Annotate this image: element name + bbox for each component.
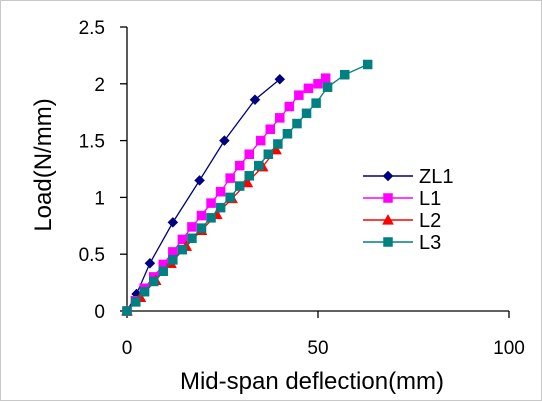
data-point-l1 (313, 79, 323, 89)
series-line-l1 (126, 77, 327, 312)
data-point-zl1 (167, 217, 179, 228)
data-point-l3 (311, 98, 321, 108)
legend-marker-zl1 (382, 170, 394, 182)
data-point-l3 (362, 59, 373, 70)
data-point-l3 (206, 213, 216, 223)
legend-marker-l3 (383, 237, 393, 247)
data-point-l3 (148, 276, 159, 287)
x-tick-label: 0 (122, 338, 133, 359)
data-point-l1 (265, 124, 275, 134)
axes: 0 0.5 1 1.5 2 2.5 0 50 100 Mid-span deflection(mm… (30, 18, 525, 395)
legend-entry-l1: L1 (363, 188, 441, 210)
data-point-l3 (131, 297, 141, 307)
data-point-l3 (139, 286, 150, 297)
data-point-zl1 (249, 94, 261, 106)
y-tick-label: 2.5 (79, 18, 105, 39)
data-point-l1 (225, 173, 235, 183)
data-point-l1 (187, 222, 197, 232)
series-l3 (122, 59, 373, 316)
data-point-l3 (263, 149, 274, 159)
data-point-l3 (254, 160, 264, 171)
y-tick-label: 1.5 (79, 132, 105, 153)
data-point-zl1 (144, 257, 156, 269)
legend-label-l1: L1 (419, 188, 441, 210)
y-tick-label: 0 (94, 302, 105, 323)
data-point-l1 (215, 186, 226, 197)
legend-entry-l2: L2 (363, 210, 441, 232)
data-point-l1 (196, 210, 207, 221)
data-point-l1 (320, 73, 331, 83)
data-point-l3 (301, 108, 312, 119)
series-line-zl1 (126, 78, 281, 312)
legend-label-l2: L2 (419, 210, 441, 232)
legend-entry-zl1: ZL1 (363, 166, 453, 188)
data-point-l3 (234, 181, 245, 191)
data-point-l3 (282, 129, 293, 139)
legend-label-zl1: ZL1 (419, 166, 453, 188)
data-point-l3 (168, 255, 178, 265)
data-point-l3 (196, 223, 207, 233)
data-point-l3 (177, 244, 188, 255)
data-point-l1 (206, 198, 216, 208)
series-layer (121, 59, 373, 317)
data-point-l1 (234, 160, 245, 171)
y-tick-label: 2 (94, 75, 105, 96)
y-axis-title: Load(N/mm) (30, 98, 57, 231)
legend-marker-l2 (382, 213, 394, 225)
x-tick-label: 50 (307, 338, 328, 359)
data-point-l3 (187, 233, 197, 244)
series-zl1 (121, 73, 286, 317)
data-point-l1 (255, 135, 266, 146)
data-point-l3 (273, 139, 283, 149)
data-point-l1 (168, 247, 178, 257)
x-tick-label: 100 (493, 338, 525, 359)
legend-entry-l3: L3 (363, 232, 441, 254)
data-point-zl1 (219, 135, 230, 146)
legend-marker-l1 (383, 193, 393, 203)
data-point-zl1 (194, 175, 205, 186)
data-point-l1 (244, 149, 254, 159)
data-point-l1 (294, 90, 304, 100)
data-point-l3 (122, 306, 132, 316)
legend-label-l3: L3 (419, 232, 441, 254)
data-point-l3 (292, 118, 302, 129)
data-point-l1 (303, 83, 314, 94)
data-point-l3 (225, 192, 235, 203)
data-point-l3 (158, 266, 169, 276)
data-point-l3 (244, 171, 254, 181)
x-axis-title: Mid-span deflection(mm) (180, 368, 444, 395)
data-point-zl1 (274, 73, 286, 85)
data-point-l3 (339, 69, 350, 80)
data-point-l1 (275, 113, 285, 123)
y-tick-label: 1 (94, 188, 105, 209)
data-point-l2 (241, 176, 254, 188)
data-point-l1 (177, 234, 188, 245)
y-tick-label: 0.5 (79, 245, 105, 266)
data-point-l3 (322, 82, 333, 92)
data-point-l3 (215, 202, 226, 213)
data-point-l1 (284, 101, 295, 112)
